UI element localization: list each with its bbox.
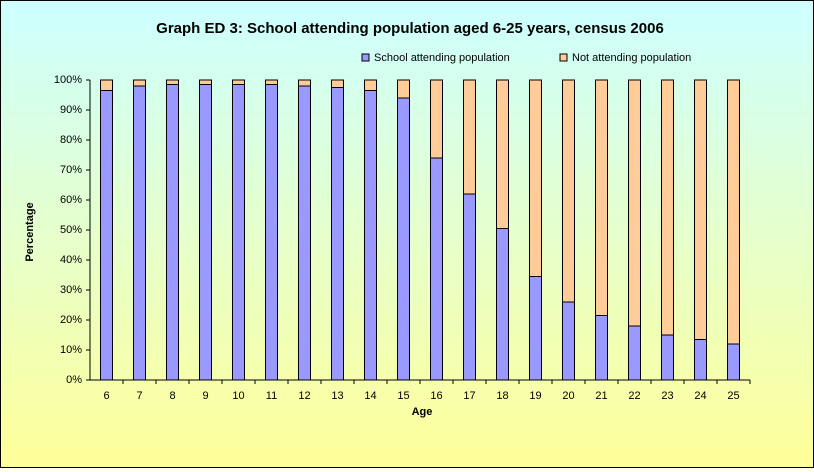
x-tick-label: 13: [331, 390, 343, 402]
bar-segment: [529, 276, 542, 381]
x-tick-label: 7: [136, 390, 142, 402]
bar-segment: [694, 339, 707, 381]
bar-segment: [661, 79, 674, 336]
x-tick-label: 20: [562, 390, 574, 402]
bar-segment: [628, 79, 641, 327]
bar-segment: [100, 90, 113, 381]
bar-segment: [331, 79, 344, 88]
chart-title: Graph ED 3: School attending population …: [156, 20, 664, 37]
bar-segment: [166, 79, 179, 85]
x-tick-label: 15: [397, 390, 409, 402]
bar-segment: [397, 97, 410, 381]
x-tick-label: 9: [202, 390, 208, 402]
x-tick-label: 19: [529, 390, 541, 402]
y-tick-label: 20%: [60, 314, 82, 326]
bar-segment: [133, 79, 146, 87]
bar-segment: [199, 84, 212, 381]
y-tick-label: 50%: [60, 224, 82, 236]
bar-segment: [232, 84, 245, 381]
bar-segment: [331, 87, 344, 381]
x-tick-label: 6: [103, 390, 109, 402]
legend-label: Not attending population: [572, 52, 691, 64]
y-tick-label: 70%: [60, 164, 82, 176]
bar-segment: [100, 79, 113, 91]
bar-segment: [694, 79, 707, 340]
bar-segment: [628, 325, 641, 381]
y-tick-label: 80%: [60, 134, 82, 146]
x-tick-label: 12: [298, 390, 310, 402]
x-tick-label: 18: [496, 390, 508, 402]
y-tick-label: 40%: [60, 254, 82, 266]
bar-segment: [430, 79, 443, 159]
bar-segment: [463, 193, 476, 381]
x-tick-label: 24: [694, 390, 706, 402]
bar-segment: [265, 84, 278, 381]
bar-segment: [562, 301, 575, 381]
x-tick-label: 17: [463, 390, 475, 402]
bar-segment: [727, 79, 740, 345]
bar-segment: [496, 79, 509, 229]
bar-segment: [199, 79, 212, 85]
bar-segment: [298, 79, 311, 87]
bar-segment: [364, 90, 377, 381]
y-tick-label: 10%: [60, 344, 82, 356]
bar-segment: [496, 228, 509, 381]
x-tick-label: 21: [595, 390, 607, 402]
y-tick-label: 60%: [60, 194, 82, 206]
bar-segment: [463, 79, 476, 195]
bar-segment: [364, 79, 377, 91]
x-tick-label: 23: [661, 390, 673, 402]
legend-label: School attending population: [374, 52, 510, 64]
y-tick-label: 30%: [60, 284, 82, 296]
bar-segment: [166, 84, 179, 381]
bar-segment: [727, 343, 740, 381]
legend-swatch: [361, 53, 370, 62]
bar-segment: [529, 79, 542, 277]
y-tick-label: 100%: [54, 74, 82, 86]
y-tick-label: 0%: [66, 374, 82, 386]
bar-segment: [133, 85, 146, 381]
legend-swatch: [559, 53, 568, 62]
x-tick-label: 14: [364, 390, 376, 402]
x-tick-label: 11: [266, 390, 277, 402]
x-tick-label: 8: [169, 390, 175, 402]
bar-segment: [265, 79, 278, 85]
bar-segment: [298, 85, 311, 381]
x-axis-label: Age: [412, 406, 433, 418]
y-axis-label: Percentage: [24, 202, 36, 261]
bar-segment: [595, 315, 608, 381]
x-tick-label: 16: [430, 390, 442, 402]
bar-segment: [397, 79, 410, 99]
x-tick-label: 10: [232, 390, 244, 402]
x-tick-label: 22: [628, 390, 640, 402]
bar-segment: [661, 334, 674, 381]
x-tick-label: 25: [727, 390, 739, 402]
bar-segment: [595, 79, 608, 316]
bar-segment: [562, 79, 575, 303]
bar-segment: [232, 79, 245, 85]
y-tick-label: 90%: [60, 104, 82, 116]
bar-segment: [430, 157, 443, 381]
